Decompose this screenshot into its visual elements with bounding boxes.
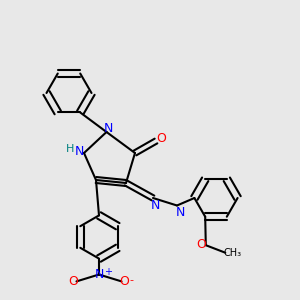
Text: N: N [75,145,84,158]
Text: N: N [104,122,114,136]
Text: O: O [69,275,78,288]
Text: O: O [120,275,129,288]
Text: CH₃: CH₃ [224,248,242,258]
Text: +: + [104,267,112,277]
Text: -: - [129,275,133,285]
Text: N: N [151,199,160,212]
Text: O: O [196,238,206,251]
Text: N: N [94,268,104,281]
Text: H: H [65,144,74,154]
Text: N: N [175,206,185,220]
Text: O: O [157,131,166,145]
